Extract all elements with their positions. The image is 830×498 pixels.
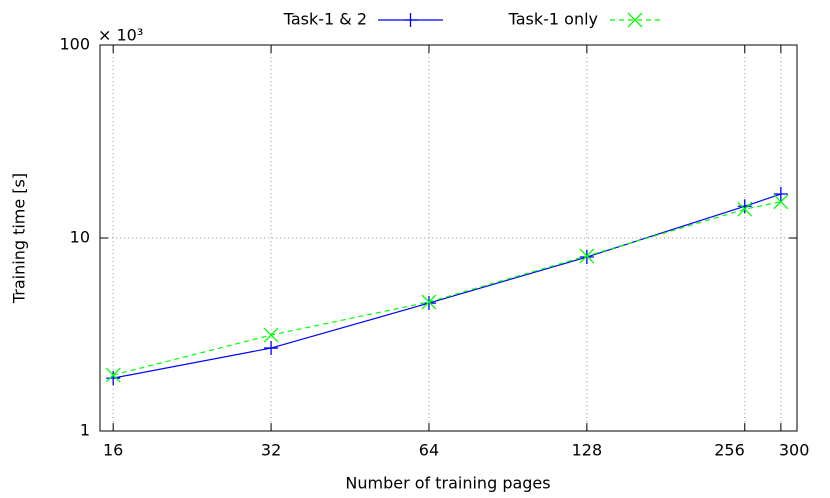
y-tick-label: 10 bbox=[70, 228, 90, 247]
point-marker bbox=[106, 371, 121, 386]
legend-label: Task-1 only bbox=[508, 10, 598, 29]
x-tick-label: 300 bbox=[779, 441, 810, 460]
legend-marker bbox=[627, 12, 643, 28]
x-tick-label: 128 bbox=[572, 441, 603, 460]
point-marker bbox=[773, 187, 788, 202]
y-tick-label: 100 bbox=[59, 35, 90, 54]
point-marker bbox=[737, 201, 753, 217]
x-tick-label: 256 bbox=[714, 441, 745, 460]
point-marker bbox=[737, 199, 752, 214]
point-marker bbox=[264, 341, 279, 356]
x-tick-label: 16 bbox=[103, 441, 123, 460]
point-marker bbox=[773, 194, 789, 210]
series-line bbox=[113, 201, 782, 376]
x-tick-label: 64 bbox=[419, 441, 439, 460]
y-multiplier: × 10³ bbox=[98, 26, 143, 45]
x-axis-label: Number of training pages bbox=[345, 474, 550, 493]
point-marker bbox=[421, 294, 437, 310]
x-tick-label: 32 bbox=[261, 441, 281, 460]
point-marker bbox=[579, 248, 595, 264]
point-marker bbox=[105, 367, 121, 383]
y-tick-label: 1 bbox=[80, 421, 90, 440]
legend-marker bbox=[403, 13, 418, 27]
series-line bbox=[113, 193, 782, 379]
legend-label: Task-1 & 2 bbox=[283, 10, 367, 29]
point-marker bbox=[263, 327, 279, 343]
point-marker bbox=[579, 250, 594, 265]
y-axis-label: Training time [s] bbox=[10, 173, 29, 304]
